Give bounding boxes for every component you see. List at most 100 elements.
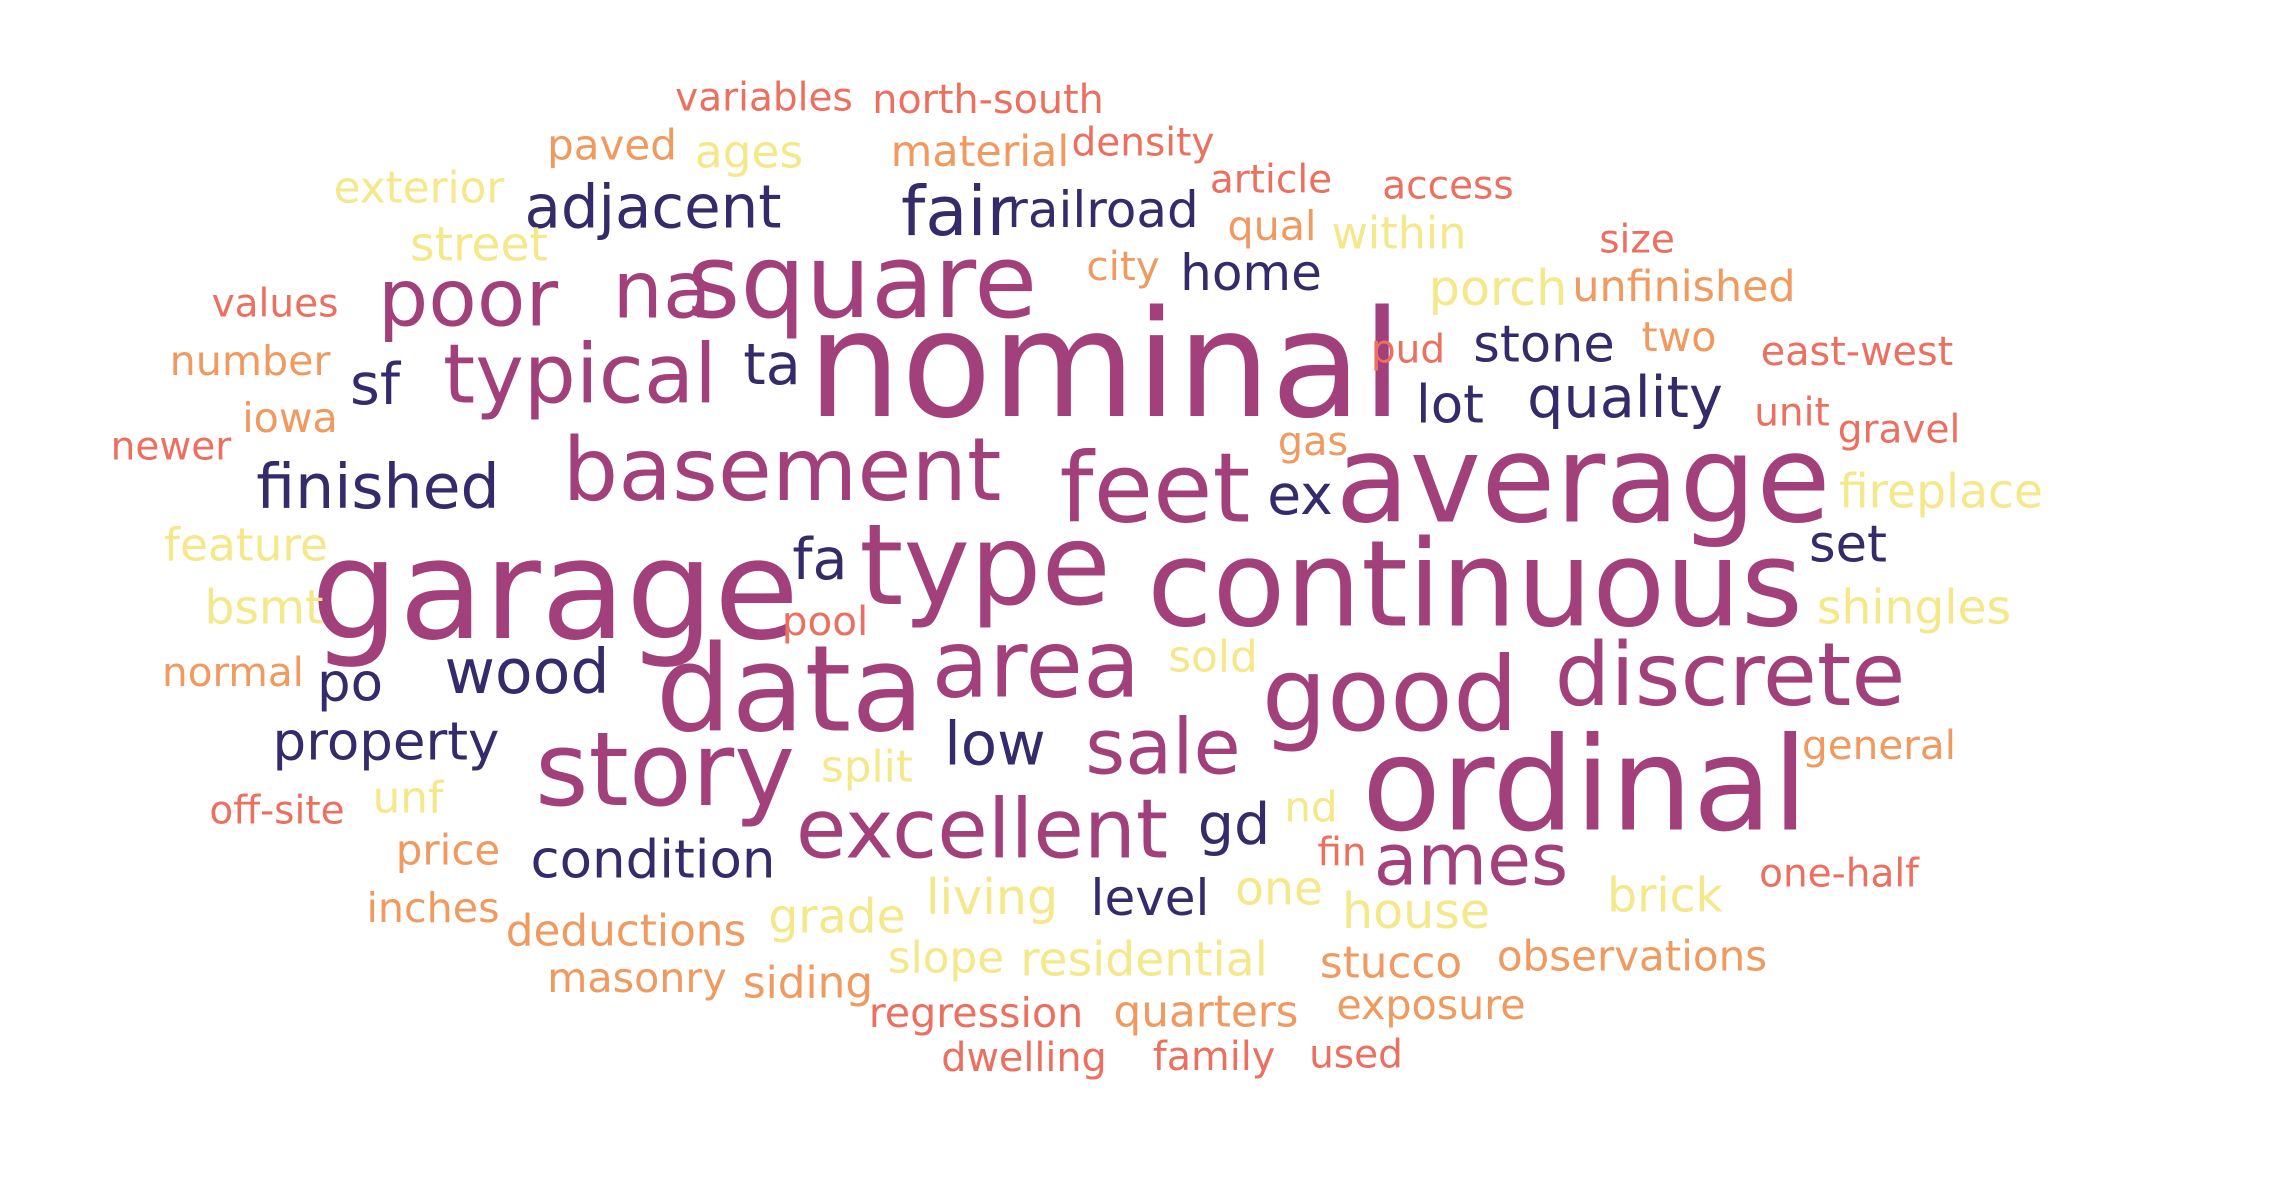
- word-size: size: [1599, 218, 1675, 263]
- word-within: within: [1332, 209, 1467, 260]
- word-ages: ages: [695, 126, 803, 179]
- word-stucco: stucco: [1320, 938, 1462, 989]
- word-exterior: exterior: [334, 163, 505, 214]
- word-square: square: [687, 222, 1038, 342]
- word-garage: garage: [311, 509, 799, 671]
- word-qual: qual: [1228, 202, 1317, 250]
- word-shingles: shingles: [1817, 581, 2011, 636]
- word-quarters: quarters: [1114, 987, 1299, 1038]
- word-observations: observations: [1497, 932, 1767, 981]
- word-general: general: [1802, 721, 1956, 769]
- word-lot: lot: [1416, 375, 1484, 436]
- word-residential: residential: [1020, 933, 1268, 988]
- word-variables: variables: [675, 76, 853, 121]
- word-pud: pud: [1371, 328, 1445, 373]
- word-ames: ames: [1374, 819, 1568, 902]
- word-property: property: [273, 712, 500, 773]
- word-basement: basement: [563, 419, 1002, 521]
- word-unit: unit: [1754, 391, 1830, 436]
- word-typical: typical: [443, 328, 717, 423]
- word-article: article: [1210, 158, 1332, 203]
- word-average: average: [1335, 410, 1830, 551]
- word-nominal: nominal: [807, 279, 1402, 451]
- word-gd: gd: [1198, 792, 1271, 858]
- word-material: material: [891, 127, 1070, 177]
- word-regression: regression: [869, 989, 1084, 1037]
- word-slope: slope: [888, 933, 1004, 984]
- word-newer: newer: [111, 425, 233, 470]
- word-feet: feet: [1060, 432, 1251, 545]
- word-poor: poor: [378, 252, 559, 345]
- word-city: city: [1086, 242, 1159, 290]
- word-adjacent: adjacent: [524, 174, 781, 243]
- word-pool: pool: [782, 597, 869, 645]
- word-area: area: [932, 611, 1141, 720]
- word-family: family: [1153, 1034, 1276, 1080]
- word-fa: fa: [792, 527, 847, 593]
- word-fireplace: fireplace: [1839, 465, 2043, 520]
- word-price: price: [396, 826, 501, 875]
- word-access: access: [1382, 164, 1513, 209]
- word-house: house: [1342, 882, 1490, 940]
- word-brick: brick: [1607, 869, 1723, 924]
- word-nd: nd: [1284, 783, 1337, 832]
- word-na: na: [613, 244, 712, 337]
- word-gas: gas: [1278, 419, 1348, 465]
- word-sale: sale: [1085, 704, 1240, 793]
- word-north-south: north-south: [872, 77, 1104, 123]
- word-used: used: [1309, 1033, 1403, 1078]
- word-excellent: excellent: [796, 783, 1168, 878]
- word-continuous: continuous: [1147, 516, 1803, 655]
- word-home: home: [1180, 244, 1322, 302]
- word-east-west: east-west: [1761, 329, 1953, 375]
- word-exposure: exposure: [1336, 981, 1525, 1029]
- word-paved: paved: [547, 121, 677, 170]
- word-type: type: [859, 499, 1111, 631]
- word-fin: fin: [1317, 831, 1366, 876]
- word-wood: wood: [444, 636, 609, 708]
- word-sf: sf: [350, 352, 402, 418]
- word-two: two: [1641, 313, 1716, 361]
- word-bsmt: bsmt: [204, 581, 323, 636]
- word-story: story: [535, 710, 795, 830]
- word-po: po: [317, 653, 383, 714]
- word-street: street: [410, 218, 548, 273]
- word-masonry: masonry: [547, 954, 726, 1002]
- word-ta: ta: [743, 332, 800, 398]
- word-values: values: [212, 282, 339, 327]
- word-gravel: gravel: [1838, 408, 1961, 453]
- word-number: number: [170, 337, 331, 385]
- word-ordinal: ordinal: [1362, 710, 1808, 861]
- word-inches: inches: [366, 884, 499, 932]
- word-density: density: [1072, 121, 1215, 166]
- word-sold: sold: [1168, 632, 1257, 683]
- word-ex: ex: [1267, 463, 1333, 527]
- word-condition: condition: [530, 830, 775, 891]
- word-unfinished: unfinished: [1572, 262, 1795, 312]
- word-fair: fair: [901, 172, 1016, 252]
- word-feature: feature: [164, 519, 328, 572]
- word-unf: unf: [373, 773, 445, 824]
- word-normal: normal: [162, 648, 304, 696]
- word-grade: grade: [768, 890, 905, 945]
- word-one-half: one-half: [1759, 852, 1920, 897]
- word-set: set: [1809, 516, 1887, 575]
- word-railroad: railroad: [1007, 181, 1198, 239]
- word-siding: siding: [743, 958, 873, 1009]
- word-good: good: [1262, 635, 1519, 755]
- word-low: low: [944, 711, 1045, 780]
- word-finished: finished: [256, 451, 499, 523]
- word-iowa: iowa: [242, 394, 338, 442]
- word-one: one: [1235, 862, 1323, 917]
- word-split: split: [821, 742, 913, 793]
- word-discrete: discrete: [1555, 624, 1906, 726]
- word-porch: porch: [1429, 259, 1567, 317]
- word-quality: quality: [1527, 365, 1723, 431]
- word-off-site: off-site: [209, 789, 344, 834]
- word-dwelling: dwelling: [941, 1035, 1107, 1081]
- word-data: data: [656, 621, 925, 760]
- word-deductions: deductions: [506, 906, 747, 957]
- word-stone: stone: [1473, 316, 1614, 375]
- word-level: level: [1091, 869, 1210, 927]
